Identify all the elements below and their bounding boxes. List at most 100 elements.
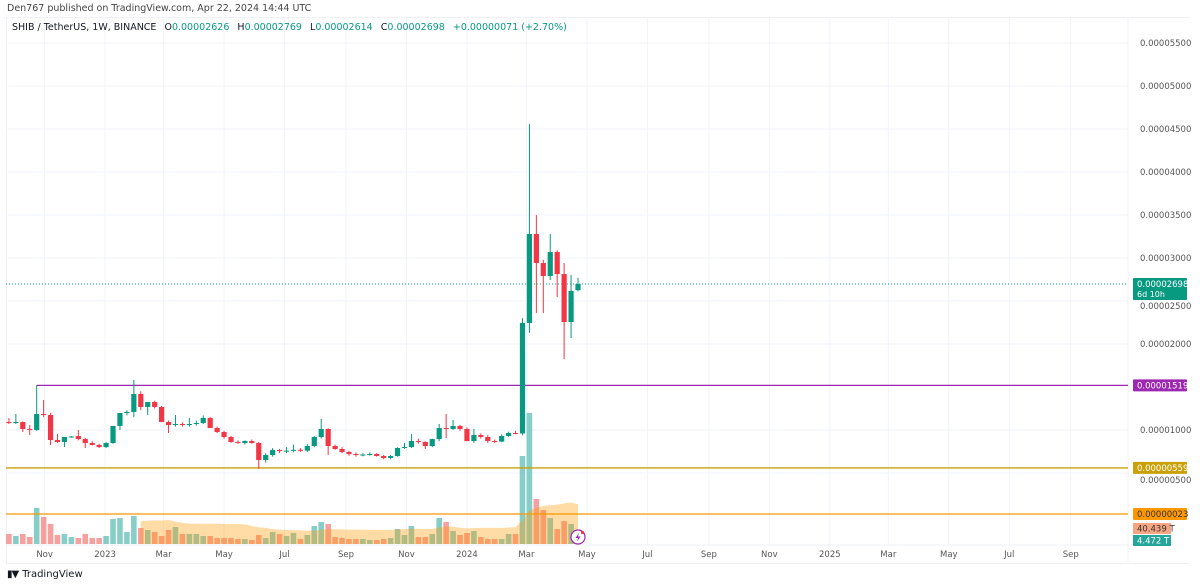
candles bbox=[6, 123, 581, 469]
candle-body bbox=[283, 450, 290, 452]
volume-bar bbox=[103, 536, 109, 544]
time-tick-label: 2023 bbox=[94, 550, 116, 560]
volume-bar bbox=[235, 539, 241, 544]
candle bbox=[54, 433, 61, 443]
price-tick-label: 0.00002000 bbox=[1140, 340, 1191, 350]
candle-body bbox=[117, 412, 123, 426]
candle-body bbox=[263, 455, 269, 461]
candle-body bbox=[471, 435, 477, 442]
candle bbox=[186, 417, 192, 427]
candle-body bbox=[96, 444, 102, 448]
candle bbox=[13, 414, 19, 424]
candle-body bbox=[207, 417, 213, 429]
candle-body bbox=[89, 442, 95, 445]
tradingview-logo-icon: ▮▼ bbox=[7, 569, 19, 580]
volume-bar bbox=[457, 535, 463, 544]
time-tick-label: May bbox=[940, 550, 958, 560]
volume-bar bbox=[408, 526, 415, 544]
candle bbox=[61, 436, 68, 448]
time-tick-label: Sep bbox=[701, 550, 717, 560]
horizontal-lines bbox=[6, 283, 1128, 515]
price-axis[interactable]: 0.00005500 0.00005000 0.00004500 0.00004000… bbox=[1140, 39, 1191, 486]
candle bbox=[41, 400, 47, 418]
tradingview-logo[interactable]: ▮▼ TradingView bbox=[7, 569, 83, 580]
change-value: +0.00000071 (+2.70%) bbox=[452, 22, 567, 33]
candle bbox=[75, 430, 81, 441]
volume-bar bbox=[498, 539, 505, 544]
high-value: 0.00002769 bbox=[244, 22, 302, 33]
volume-bar bbox=[339, 538, 345, 544]
candle bbox=[152, 400, 158, 409]
candle-body bbox=[346, 452, 352, 455]
candle bbox=[568, 274, 574, 339]
volume-bar bbox=[26, 537, 33, 544]
candle bbox=[519, 318, 526, 436]
candle bbox=[360, 453, 366, 457]
candle-body bbox=[568, 290, 574, 323]
candle-body bbox=[575, 284, 581, 291]
price-tick-label: 0.00003000 bbox=[1140, 254, 1191, 264]
candle-body bbox=[332, 446, 338, 450]
line-price-badge: 0.00000023 bbox=[1137, 510, 1188, 520]
candle bbox=[353, 452, 359, 457]
candle-body bbox=[138, 393, 144, 407]
time-tick-label: Mar bbox=[156, 550, 173, 560]
candle-body bbox=[110, 425, 116, 443]
open-value: 0.00002626 bbox=[171, 22, 230, 33]
candle bbox=[110, 425, 116, 444]
candle-body bbox=[457, 425, 463, 429]
volume-bar bbox=[110, 519, 116, 544]
candle bbox=[367, 452, 373, 456]
candle bbox=[561, 263, 567, 359]
candle-body bbox=[270, 449, 276, 456]
candle-body bbox=[297, 449, 303, 451]
volume-bar bbox=[401, 535, 408, 544]
volume-bar bbox=[249, 540, 255, 544]
lightning-icon[interactable] bbox=[570, 529, 586, 545]
candle-body bbox=[214, 428, 220, 432]
candle bbox=[575, 277, 581, 292]
volume-bar bbox=[124, 532, 130, 544]
candle-body bbox=[221, 431, 227, 437]
time-tick-label: Nov bbox=[398, 550, 415, 560]
current-price-badge bbox=[1133, 278, 1187, 301]
candle bbox=[221, 430, 227, 439]
volume-bar bbox=[13, 536, 19, 544]
candle bbox=[270, 448, 276, 457]
candle bbox=[124, 410, 130, 416]
candle bbox=[422, 441, 428, 449]
time-axis[interactable]: Nov 2023 Mar May Jul Sep Nov 2024 Mar May Jul Sep No… bbox=[36, 550, 1078, 560]
volume-bar bbox=[276, 534, 283, 544]
candle bbox=[325, 428, 331, 456]
chart-frame bbox=[6, 17, 1190, 564]
candle bbox=[47, 412, 54, 445]
candle-body bbox=[318, 428, 324, 437]
candle bbox=[249, 439, 255, 444]
volume-bar bbox=[415, 537, 422, 544]
candle bbox=[6, 417, 12, 424]
price-tick-label: 0.00004500 bbox=[1140, 125, 1191, 135]
candle-body bbox=[61, 436, 68, 442]
candle bbox=[34, 385, 40, 431]
candle-body bbox=[401, 447, 408, 449]
volume-bar bbox=[540, 510, 547, 544]
candle-body bbox=[75, 436, 81, 440]
volume-bar bbox=[131, 516, 137, 544]
candle-body bbox=[235, 441, 241, 443]
candle bbox=[394, 447, 401, 457]
volume-bar bbox=[179, 534, 186, 544]
open-label: O bbox=[164, 22, 172, 33]
price-tick-label: 0.00001000 bbox=[1140, 426, 1191, 436]
symbol-name: SHIB / TetherUS, 1W, BINANCE bbox=[12, 22, 157, 33]
candle-body bbox=[506, 433, 512, 437]
volume-bar bbox=[491, 539, 498, 544]
volume-bar bbox=[484, 539, 491, 544]
candle-body bbox=[311, 436, 317, 447]
candle-body bbox=[478, 435, 484, 437]
candle bbox=[346, 450, 352, 456]
candle-body bbox=[443, 428, 449, 430]
candle bbox=[138, 391, 144, 411]
candle-body bbox=[47, 414, 54, 440]
volume-bar bbox=[158, 536, 165, 544]
